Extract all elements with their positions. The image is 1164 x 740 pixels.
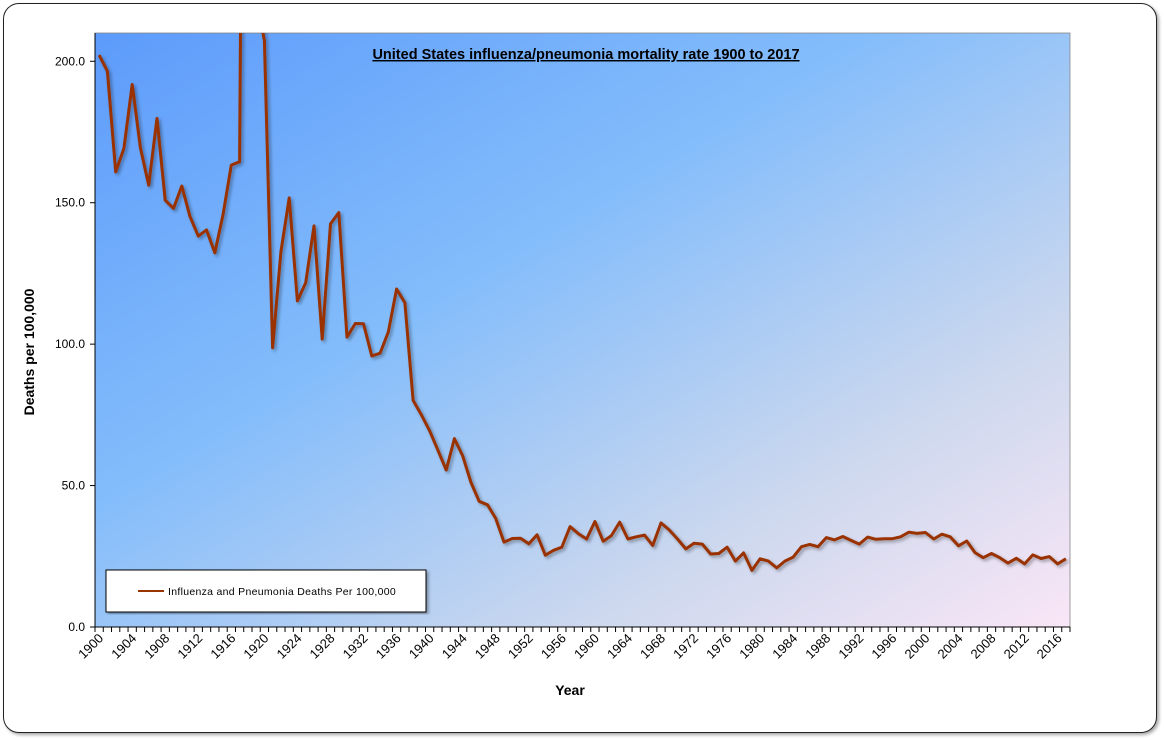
x-tick-label: 1960 xyxy=(571,631,602,662)
x-tick-label: 1952 xyxy=(505,631,536,662)
y-tick-label: 150.0 xyxy=(55,196,85,210)
plot-area xyxy=(94,32,1071,628)
y-axis-label: Deaths per 100,000 xyxy=(21,288,37,415)
x-tick-label: 1920 xyxy=(240,631,271,662)
legend-label: Influenza and Pneumonia Deaths Per 100,0… xyxy=(168,586,396,598)
series-line xyxy=(97,33,1067,572)
chart-title: United States influenza/pneumonia mortal… xyxy=(372,47,799,63)
x-tick-label: 1924 xyxy=(274,631,305,662)
x-tick-label: 2012 xyxy=(1001,631,1032,662)
legend: Influenza and Pneumonia Deaths Per 100,0… xyxy=(105,569,427,613)
x-tick-label: 1932 xyxy=(340,631,371,662)
x-tick-label: 1904 xyxy=(108,631,139,662)
x-tick-label: 1940 xyxy=(406,631,437,662)
x-axis-label: Year xyxy=(555,682,585,698)
x-tick-label: 2004 xyxy=(935,631,966,662)
x-tick-label: 2008 xyxy=(968,631,999,662)
x-tick-label: 1988 xyxy=(802,631,833,662)
x-tick-label: 2016 xyxy=(1034,631,1065,662)
x-tick-label: 1980 xyxy=(736,631,767,662)
x-tick-label: 1964 xyxy=(604,631,635,662)
x-tick-label: 1948 xyxy=(472,631,503,662)
x-tick-label: 1992 xyxy=(835,631,866,662)
y-tick-label: 100.0 xyxy=(55,337,85,351)
x-tick-label: 1936 xyxy=(373,631,404,662)
x-tick-label: 1944 xyxy=(439,631,470,662)
x-tick-label: 1908 xyxy=(141,631,172,662)
x-tick-label: 1956 xyxy=(538,631,569,662)
x-tick-label: 1968 xyxy=(637,631,668,662)
x-tick-label: 1972 xyxy=(670,631,701,662)
legend-box xyxy=(105,569,427,613)
x-tick-label: 1916 xyxy=(207,631,238,662)
y-tick-label: 200.0 xyxy=(55,54,85,68)
y-tick-label: 50.0 xyxy=(62,479,86,493)
x-tick-label: 1928 xyxy=(307,631,338,662)
x-tick-label: 1912 xyxy=(174,631,205,662)
x-tick-label: 1996 xyxy=(868,631,899,662)
x-tick-label: 2000 xyxy=(901,631,932,662)
y-tick-label: 0.0 xyxy=(68,620,85,634)
x-tick-label: 1900 xyxy=(75,631,106,662)
x-tick-label: 1976 xyxy=(703,631,734,662)
x-tick-label: 1984 xyxy=(769,631,800,662)
